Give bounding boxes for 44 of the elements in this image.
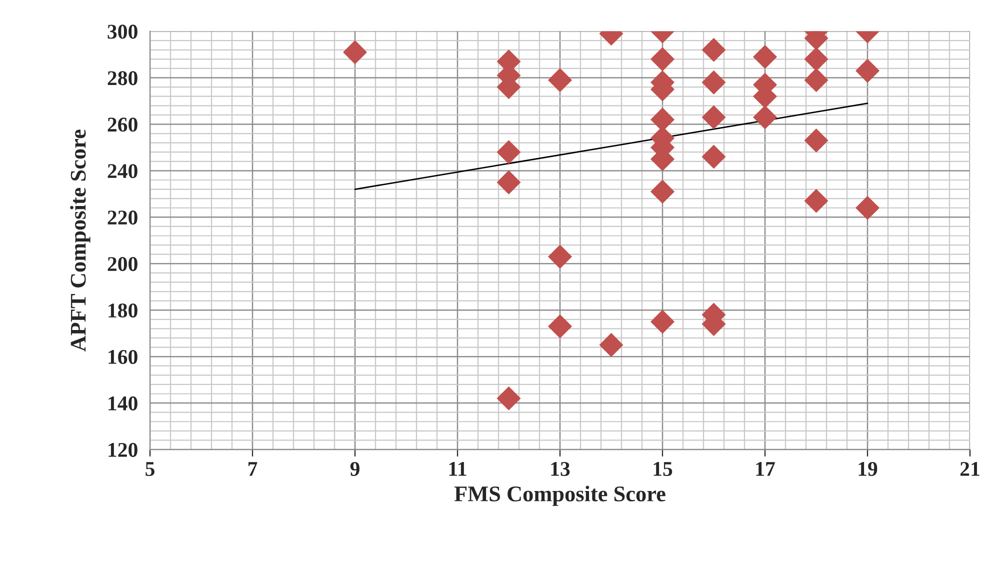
y-tick-label: 160 [108,350,138,364]
point [804,128,828,153]
point [804,47,828,72]
y-tick-label: 280 [108,71,138,86]
point [599,332,624,357]
point [548,244,572,269]
y-tick-label: 120 [108,442,138,457]
x-tick-label: 21 [960,462,980,476]
point [548,68,572,92]
point [804,68,828,92]
point [855,196,880,220]
point [342,40,368,64]
point [496,170,521,194]
y-tick-label: 260 [108,118,138,132]
x-tick-label: 19 [858,462,878,476]
point [855,58,880,83]
x-axis-title: FMS Composite Score [454,486,666,506]
point [752,44,778,69]
y-tick-label: 240 [108,164,138,178]
x-tick-label: 9 [350,462,360,476]
point [702,144,726,169]
point [650,310,675,334]
y-tick-label: 300 [108,24,138,39]
point [702,70,726,94]
point [702,105,726,130]
x-tick-label: 5 [146,462,154,476]
point [548,314,572,338]
point [804,188,828,213]
x-tick-label: 15 [654,462,672,476]
y-tick-label: 220 [108,210,138,225]
y-axis-title: APFT Composite Score [70,130,90,352]
point [752,105,778,130]
point [496,140,521,164]
point [650,180,675,204]
y-tick-label: 140 [108,396,138,410]
y-tick-label: 180 [108,303,138,318]
point [702,38,726,62]
y-tick-label: 200 [108,257,138,272]
x-tick-label: 17 [756,462,775,476]
x-tick-label: 11 [449,462,466,476]
x-tick-label: 13 [551,462,570,476]
point [496,386,521,410]
point [650,47,675,72]
x-tick-label: 7 [248,462,258,476]
